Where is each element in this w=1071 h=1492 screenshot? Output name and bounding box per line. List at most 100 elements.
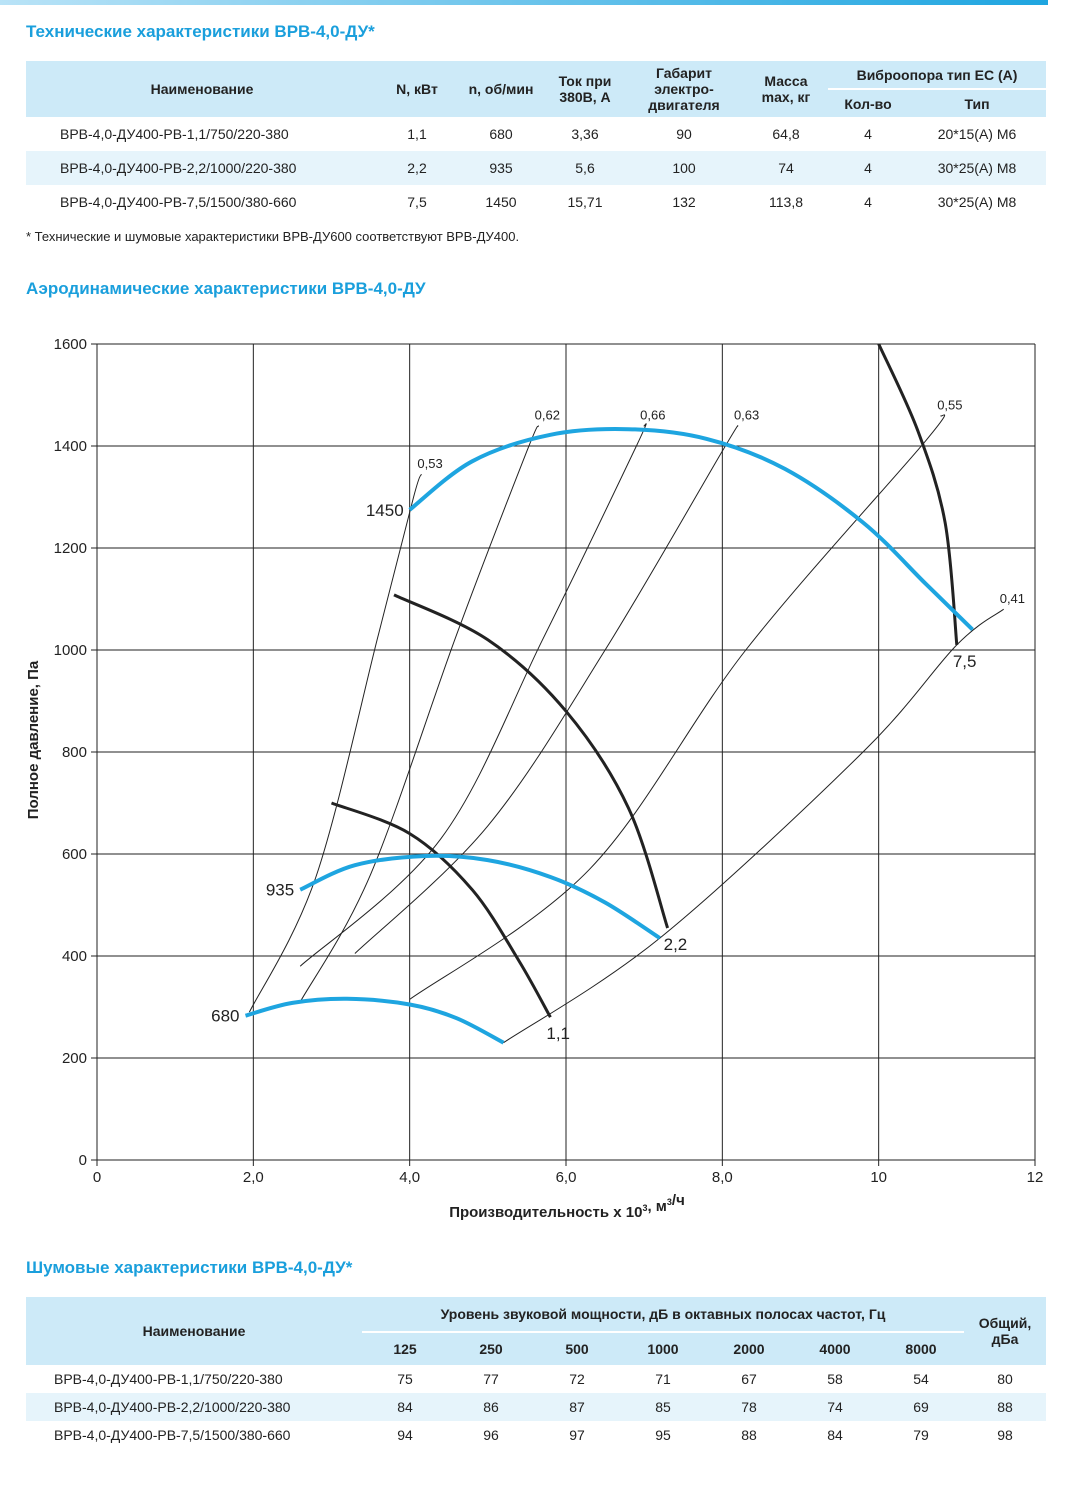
cell-name: ВРВ-4,0-ДУ400-РВ-7,5/1500/380-660 — [54, 1427, 291, 1443]
table-row: ВРВ-4,0-ДУ400-РВ-1,1/750/220-380 1,1 680… — [26, 117, 1046, 151]
noise-header-f250: 250 — [448, 1331, 534, 1365]
y-tick-label: 200 — [62, 1050, 87, 1067]
cell-mass: 113,8 — [769, 194, 803, 210]
cell-f250: 86 — [448, 1393, 534, 1421]
noise-table: Наименование Уровень звуковой мощности, … — [26, 1297, 1046, 1449]
y-tick-label: 800 — [62, 744, 87, 761]
cell-total: 88 — [964, 1393, 1046, 1421]
y-tick-label: 400 — [62, 948, 87, 965]
tech-header-vibro: Виброопора тип ЕС (А) — [828, 61, 1046, 89]
efficiency-line — [299, 423, 647, 967]
table-row: ВРВ-4,0-ДУ400-РВ-2,2/1000/220-380 2,2 93… — [26, 151, 1046, 185]
tech-header-rpm: n, об/мин — [456, 61, 546, 117]
efficiency-label: 0,41 — [1000, 591, 1025, 606]
y-tick-label: 1000 — [54, 642, 87, 659]
tech-header-mass: Масса max, кг — [744, 61, 828, 117]
noise-header-total: Общий, дБа — [964, 1297, 1046, 1365]
cell-current: 5,6 — [546, 151, 624, 185]
cell-name: ВРВ-4,0-ДУ400-РВ-7,5/1500/380-660 — [60, 194, 297, 210]
cell-f8000: 69 — [878, 1393, 964, 1421]
cell-f250: 77 — [483, 1371, 499, 1387]
cell-qty: 4 — [864, 126, 872, 142]
cell-f4000: 84 — [827, 1427, 843, 1443]
speed-curve-label: 1450 — [366, 501, 404, 520]
noise-header-name: Наименование — [26, 1297, 362, 1365]
cell-f125: 94 — [397, 1427, 413, 1443]
efficiency-line — [299, 425, 540, 1003]
tech-section-title: Технические характеристики ВРВ-4,0-ДУ* — [26, 22, 375, 41]
noise-header-f4000: 4000 — [792, 1331, 878, 1365]
table-row: ВРВ-4,0-ДУ400-РВ-7,5/1500/380-660 94 96 … — [26, 1421, 1046, 1449]
cell-frame: 90 — [676, 126, 692, 142]
y-tick-label: 600 — [62, 846, 87, 863]
cell-rpm: 935 — [456, 151, 546, 185]
y-axis-label: Полное давление, Па — [25, 660, 42, 819]
tech-header-name: Наименование — [26, 61, 378, 117]
cell-power: 2,2 — [378, 151, 456, 185]
y-tick-label: 1600 — [54, 336, 87, 353]
cell-power: 7,5 — [407, 194, 427, 210]
noise-header-f500: 500 — [534, 1331, 620, 1365]
cell-total: 98 — [997, 1427, 1013, 1443]
cell-total: 80 — [997, 1371, 1013, 1387]
cell-f500: 87 — [534, 1393, 620, 1421]
efficiency-label: 0,55 — [937, 397, 962, 412]
cell-rpm: 680 — [489, 126, 513, 142]
power-curve-label: 1,1 — [546, 1024, 570, 1043]
efficiency-line — [354, 425, 739, 954]
y-tick-label: 1400 — [54, 438, 87, 455]
power-curve — [330, 801, 552, 1018]
tech-header-power: N, кВт — [378, 61, 456, 117]
aero-section-title: Аэродинамические характеристики ВРВ-4,0-… — [26, 279, 426, 298]
cell-f250: 96 — [483, 1427, 499, 1443]
tech-spec-table: Наименование N, кВт n, об/мин Ток при 380… — [26, 61, 1046, 219]
cell-qty: 4 — [828, 151, 908, 185]
noise-header-f1000: 1000 — [620, 1331, 706, 1365]
cell-f1000: 85 — [620, 1393, 706, 1421]
x-tick-label: 10 — [870, 1169, 887, 1186]
cell-f125: 75 — [397, 1371, 413, 1387]
cell-f2000: 78 — [706, 1393, 792, 1421]
cell-name: ВРВ-4,0-ДУ400-РВ-1,1/750/220-380 — [60, 126, 289, 142]
efficiency-label: 0,53 — [417, 456, 442, 471]
cell-f4000: 74 — [792, 1393, 878, 1421]
table-row: ВРВ-4,0-ДУ400-РВ-2,2/1000/220-380 84 86 … — [26, 1393, 1046, 1421]
x-tick-label: 8,0 — [712, 1169, 733, 1186]
cell-f500: 97 — [569, 1427, 585, 1443]
x-tick-label: 12 — [1027, 1169, 1044, 1186]
cell-f8000: 54 — [913, 1371, 929, 1387]
noise-section-title: Шумовые характеристики ВРВ-4,0-ДУ* — [26, 1258, 353, 1277]
cell-type: 20*15(А) М6 — [937, 126, 1017, 142]
speed-curve-label: 680 — [211, 1007, 239, 1026]
speed-curve-label: 935 — [266, 881, 294, 900]
efficiency-line — [503, 608, 1005, 1044]
speed-curve — [244, 996, 505, 1045]
cell-f2000: 67 — [741, 1371, 757, 1387]
cell-rpm: 1450 — [485, 194, 517, 210]
efficiency-label: 0,63 — [734, 408, 759, 423]
noise-header-f2000: 2000 — [706, 1331, 792, 1365]
power-curve — [877, 343, 959, 646]
noise-header-group: Уровень звуковой мощности, дБ в октавных… — [362, 1297, 964, 1332]
speed-curve — [299, 853, 661, 940]
aero-chart: 0 2,0 4,0 6,0 8,0 10 12 0 200 400 600 800 1000 1200 14… — [25, 336, 1044, 1220]
y-tick-label: 1200 — [54, 540, 87, 557]
cell-type: 30*25(А) М8 — [908, 151, 1046, 185]
cell-name: ВРВ-4,0-ДУ400-РВ-1,1/750/220-380 — [54, 1371, 283, 1387]
efficiency-line — [248, 473, 422, 1013]
power-curve — [393, 593, 670, 929]
cell-f2000: 88 — [741, 1427, 757, 1443]
tech-header-vibro-type: Тип — [908, 88, 1046, 117]
cell-mass: 64,8 — [772, 126, 800, 142]
noise-header-f8000: 8000 — [878, 1331, 964, 1365]
x-tick-label: 4,0 — [399, 1169, 420, 1186]
cell-qty: 4 — [864, 194, 872, 210]
x-axis-label: Производительность x 103, м3/ч — [449, 1192, 685, 1220]
speed-curve — [408, 427, 974, 632]
power-curve-label: 7,5 — [953, 652, 977, 671]
x-tick-label: 2,0 — [243, 1169, 264, 1186]
cell-name: ВРВ-4,0-ДУ400-РВ-2,2/1000/220-380 — [26, 151, 378, 185]
top-accent-bar — [0, 0, 1048, 5]
noise-header-f125: 125 — [362, 1331, 448, 1365]
efficiency-label: 0,66 — [640, 408, 665, 423]
